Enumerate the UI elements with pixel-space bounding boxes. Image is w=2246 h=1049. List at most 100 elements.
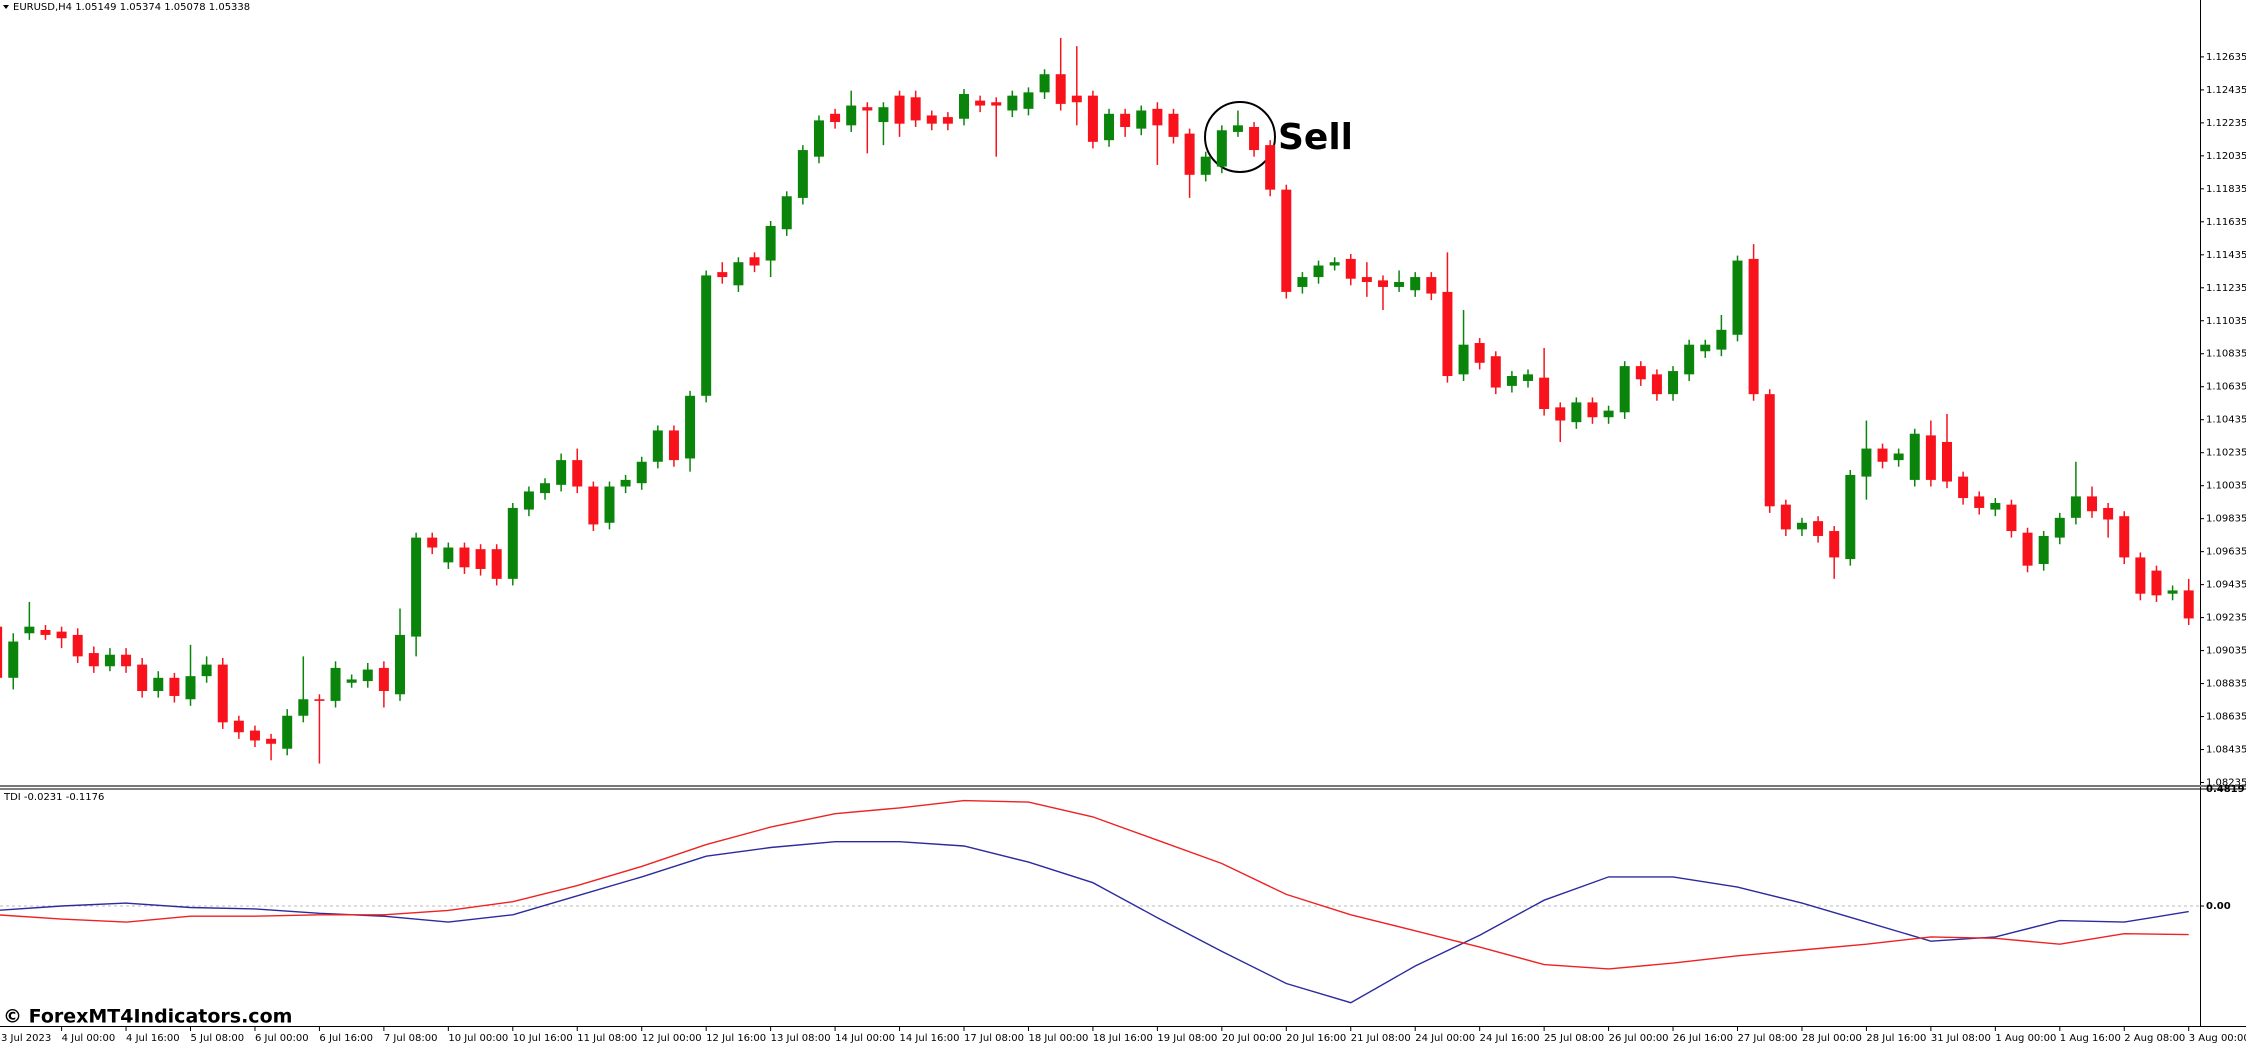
candle-body (862, 107, 873, 111)
candle-body (40, 629, 51, 635)
candle-body (523, 491, 534, 510)
x-tick-label: 28 Jul 00:00 (1802, 1033, 1862, 1044)
candle-body (1877, 448, 1888, 462)
y-tick-label: 1.11635 (2206, 217, 2246, 228)
x-tick-label: 11 Jul 08:00 (577, 1033, 637, 1044)
x-tick-label: 4 Jul 16:00 (126, 1033, 180, 1044)
candle-body (1603, 410, 1614, 418)
plots: 3 Jul 2023 4 Jul 00:00 4 Jul 16:00 5 Jul 08… (0, 37, 2246, 1044)
y-tick-label: 1.08835 (2206, 679, 2246, 690)
candle-body (1410, 277, 1421, 291)
candle-body (652, 430, 663, 462)
candle-body (1732, 260, 1743, 335)
candle-body (813, 120, 824, 157)
candle-body (717, 272, 728, 278)
candle-body (1039, 74, 1050, 93)
candle-body (1539, 377, 1550, 409)
y-tick-label: 1.10635 (2206, 382, 2246, 393)
x-tick-label: 21 Jul 08:00 (1351, 1033, 1411, 1044)
y-tick-label: 1.08435 (2206, 745, 2246, 756)
candle-body (1313, 265, 1324, 278)
candle-body (2022, 532, 2033, 566)
y-tick-label: 1.12435 (2206, 85, 2246, 96)
candle-body (797, 150, 808, 198)
x-tick-label: 4 Jul 00:00 (62, 1033, 116, 1044)
x-tick-label: 28 Jul 16:00 (1866, 1033, 1926, 1044)
candle-body (991, 102, 1002, 106)
candle-body (1619, 366, 1630, 413)
candle-body (1990, 502, 2001, 510)
candle-body (1136, 110, 1147, 129)
x-tick-label: 3 Jul 2023 (1, 1033, 51, 1044)
candle-body (1426, 277, 1437, 294)
candle-body (1909, 433, 1920, 480)
candle-body (878, 107, 889, 123)
candle-body (765, 225, 776, 261)
candle-body (1635, 366, 1646, 380)
candle-body (1232, 125, 1243, 132)
candle-body (588, 486, 599, 525)
x-tick-label: 2 Aug 08:00 (2124, 1033, 2185, 1044)
chart-title: EURUSD,H4 1.05149 1.05374 1.05078 1.0533… (13, 2, 250, 13)
y-tick-label: 1.11835 (2206, 184, 2246, 195)
candle-body (8, 641, 19, 678)
candle-body (1748, 258, 1759, 395)
candle-body (1055, 74, 1066, 104)
x-tick-label: 7 Jul 08:00 (384, 1033, 438, 1044)
candle-body (1829, 531, 1840, 558)
y-tick-label: 1.12635 (2206, 52, 2246, 63)
candle-body (330, 667, 341, 701)
candle-body (749, 257, 760, 266)
candle-body (1555, 407, 1566, 421)
candle-body (2038, 535, 2049, 565)
x-tick-label: 1 Aug 00:00 (1995, 1033, 2056, 1044)
candle-body (620, 479, 631, 487)
candle-body (153, 677, 164, 691)
candle-body (1184, 133, 1195, 175)
candle-body (137, 664, 148, 691)
candle-body (975, 100, 986, 106)
candle-body (1974, 496, 1985, 508)
y-tick-label: 1.10435 (2206, 415, 2246, 426)
x-tick-label: 3 Aug 00:00 (2189, 1033, 2246, 1044)
candle-body (942, 117, 953, 124)
candle-body (2135, 557, 2146, 594)
candle-body (1377, 280, 1388, 287)
candle-body (1394, 282, 1405, 287)
x-tick-label: 14 Jul 16:00 (900, 1033, 960, 1044)
candle-body (1764, 394, 1775, 507)
candle-body (443, 547, 454, 563)
candle-body (1893, 453, 1904, 461)
candle-body (1587, 402, 1598, 418)
candle-body (2006, 504, 2017, 532)
x-tick-label: 10 Jul 16:00 (513, 1033, 573, 1044)
candle-body (604, 486, 615, 523)
indicator-title: TDI -0.0231 -0.1176 (3, 792, 104, 803)
candle-body (1345, 258, 1356, 279)
candle-body (733, 262, 744, 286)
x-tick-label: 24 Jul 16:00 (1480, 1033, 1540, 1044)
candle-body (1941, 441, 1952, 482)
x-tick-label: 18 Jul 00:00 (1028, 1033, 1088, 1044)
y-tick-label: 1.10835 (2206, 349, 2246, 360)
candle-body (121, 654, 132, 667)
candle-body (491, 549, 502, 579)
x-tick-label: 12 Jul 00:00 (642, 1033, 702, 1044)
x-tick-label: 6 Jul 16:00 (319, 1033, 373, 1044)
x-tick-label: 31 Jul 08:00 (1931, 1033, 1991, 1044)
candle-body (1200, 156, 1211, 175)
candle-body (1023, 92, 1034, 109)
candle-body (926, 115, 937, 124)
candle-body (1845, 474, 1856, 560)
candle-body (959, 94, 970, 119)
y-tick-label: 1.09835 (2206, 514, 2246, 525)
candle-body (24, 626, 35, 634)
candle-body (1668, 371, 1679, 395)
candle-body (540, 483, 551, 494)
candle-body (1120, 113, 1131, 127)
candle-body (1571, 402, 1582, 423)
candle-body (2119, 516, 2130, 558)
